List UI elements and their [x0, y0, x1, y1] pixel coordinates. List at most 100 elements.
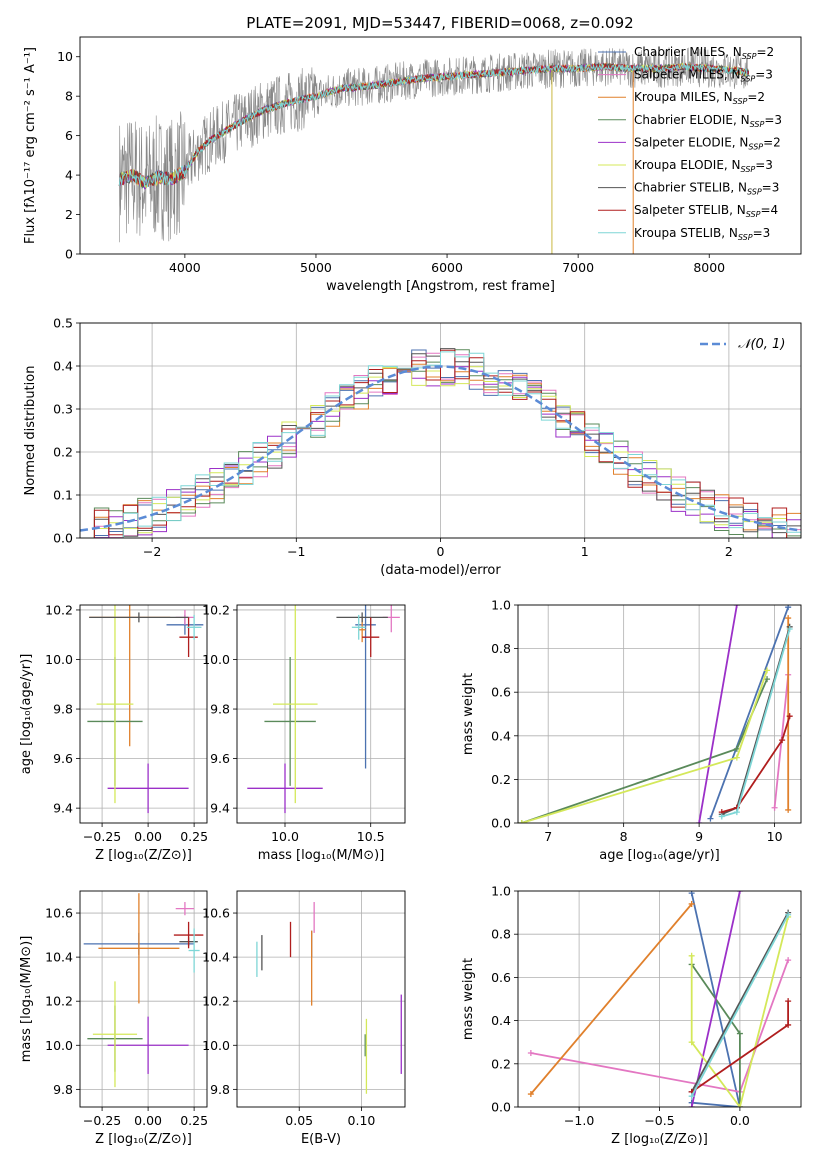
plot-area — [118, 47, 750, 254]
legend-sub: SSP — [742, 52, 757, 61]
x-axis-label: wavelength [Angstrom, rest frame] — [326, 279, 555, 294]
legend-label-kroupa_elodie: Kroupa ELODIE, NSSP=3 — [634, 158, 773, 174]
legend-suffix: =2 — [747, 90, 765, 104]
y-axis-label: mass weight — [461, 673, 476, 755]
series-marker-chabrier_elodie — [736, 1030, 743, 1037]
y-tick-label: 10.2 — [202, 602, 230, 617]
series-marker-salpeter_miles — [785, 957, 792, 964]
legend-suffix: =3 — [762, 181, 780, 195]
y-tick-label: 10.0 — [202, 1038, 230, 1053]
histogram-kroupa_stelib — [80, 351, 801, 538]
x-tick-label: 0.10 — [348, 1113, 376, 1128]
legend-sub: SSP — [741, 75, 756, 84]
series-marker-salpeter_stelib — [785, 1021, 792, 1028]
series-marker-salpeter_stelib — [785, 998, 792, 1005]
x-tick-label: 0.05 — [285, 1113, 313, 1128]
legend-sub: SSP — [741, 165, 756, 174]
legend-text: Chabrier MILES, N — [634, 45, 742, 59]
series-marker-salpeter_miles — [527, 1050, 534, 1056]
legend-text: Kroupa MILES, N — [634, 90, 733, 104]
y-tick-label: 0.8 — [491, 641, 511, 656]
legend-suffix: =3 — [755, 158, 773, 172]
panel-age_vs_mass: 10.0 10.5 9.4 9.6 9.8 10.0 10.2 mass [log₁₀(M/M… — [202, 602, 406, 863]
legend-label-kroupa_stelib: Kroupa STELIB, NSSP=3 — [634, 226, 770, 242]
y-tick-label: 0.6 — [491, 685, 511, 700]
y-tick-label: 4 — [65, 168, 73, 183]
legend-label-chabrier_stelib: Chabrier STELIB, NSSP=3 — [634, 181, 779, 197]
series-line-chabrier_miles — [690, 893, 741, 1107]
chart-title: PLATE=2091, MJD=53447, FIBERID=0068, z=0… — [246, 14, 633, 32]
x-tick-label: −0.25 — [83, 1113, 121, 1128]
x-tick-label: 6000 — [431, 260, 463, 275]
legend-text: Salpeter ELODIE, N — [634, 135, 748, 149]
series-line-chabrier_stelib — [690, 912, 789, 1093]
y-tick-label: 0.0 — [491, 1100, 511, 1115]
series-line-chabrier_miles — [709, 606, 790, 819]
x-tick-label: 0 — [437, 544, 445, 559]
y-tick-label: 0.4 — [491, 1013, 511, 1028]
plot-area — [80, 348, 801, 538]
y-tick-label: 10.6 — [45, 906, 73, 921]
y-tick-label: 1.0 — [491, 598, 511, 613]
y-tick-label: 0.0 — [53, 531, 73, 546]
x-axis-label: (data-model)/error — [380, 563, 501, 578]
y-tick-label: 9.8 — [53, 1082, 73, 1097]
x-tick-label: −1.0 — [564, 1113, 594, 1128]
series-line-chabrier_elodie — [690, 963, 741, 1107]
series-marker-kroupa_stelib — [786, 625, 793, 632]
x-tick-label: 10.5 — [357, 829, 385, 844]
x-tick-label: 0.0 — [730, 1113, 750, 1128]
y-axis-label: Normed distribution — [23, 366, 38, 496]
model-spectrum-kroupa_stelib — [118, 63, 749, 188]
legend-sub: SSP — [748, 142, 763, 151]
series-marker-chabrier_miles — [707, 815, 714, 822]
series-line-kroupa_stelib — [721, 628, 791, 818]
panel-mass_vs_Z: −0.25 0.00 0.25 9.8 10.0 10.2 10.4 10.6 Z [log₁₀… — [19, 890, 208, 1147]
y-tick-label: 10.6 — [202, 906, 230, 921]
axes-frame — [236, 890, 406, 1108]
series-line-salpeter_elodie — [698, 605, 738, 823]
legend-sub: SSP — [738, 233, 753, 242]
x-tick-label: −2 — [143, 544, 161, 559]
normal-curve-line — [80, 365, 801, 532]
series-marker-kroupa_elodie — [518, 820, 525, 823]
series-marker-salpeter_stelib — [786, 713, 793, 720]
series-marker-salpeter_elodie — [688, 1104, 695, 1107]
x-tick-label: −0.25 — [83, 829, 121, 844]
y-tick-label: 10.0 — [45, 1038, 73, 1053]
x-tick-label: −0.5 — [644, 1113, 674, 1128]
x-tick-label: 7000 — [562, 260, 594, 275]
x-tick-label: 0.00 — [134, 1113, 162, 1128]
legend-text: Salpeter STELIB, N — [634, 203, 746, 217]
x-axis-label: Z [log₁₀(Z/Z⊙)] — [611, 1132, 708, 1147]
legend-suffix: =3 — [755, 68, 773, 82]
y-tick-label: 0 — [65, 247, 73, 262]
series-marker-salpeter_elodie — [733, 605, 740, 608]
axes-frame — [79, 890, 208, 1108]
x-tick-label: 1 — [581, 544, 589, 559]
series-marker-kroupa_elodie — [688, 1039, 695, 1046]
series-marker-kroupa_stelib — [785, 911, 792, 918]
series-marker-kroupa_stelib — [688, 1093, 695, 1100]
panel-residuals: −2 −1 0 1 2 0.0 0.1 0.2 0.3 0.4 0.5 (data-model)/er… — [23, 316, 802, 578]
x-axis-label: Z [log₁₀(Z/Z⊙)] — [95, 848, 192, 863]
x-tick-label: 7 — [544, 829, 552, 844]
plot-area — [247, 605, 400, 814]
axes-frame — [79, 604, 208, 824]
legend-label-salpeter_elodie: Salpeter ELODIE, NSSP=2 — [634, 135, 781, 151]
panel-spectrum: 4000 5000 6000 7000 8000 0 2 4 6 8 10 wavelength [A… — [23, 14, 802, 294]
y-tick-label: 10.2 — [45, 994, 73, 1009]
series-marker-kroupa_elodie — [733, 754, 740, 761]
series-line-salpeter_elodie — [690, 891, 741, 1107]
axes-frame — [517, 604, 802, 824]
legend-label-kroupa_miles: Kroupa MILES, NSSP=2 — [634, 90, 765, 106]
axes-frame — [79, 322, 802, 539]
x-axis-label: E(B-V) — [301, 1132, 341, 1147]
legend-text: Kroupa ELODIE, N — [634, 158, 741, 172]
x-tick-label: 9 — [695, 829, 703, 844]
series-marker-kroupa_miles — [785, 806, 792, 813]
y-tick-label: 1.0 — [491, 884, 511, 899]
y-tick-label: 6 — [65, 128, 73, 143]
legend-sub: SSP — [750, 120, 765, 129]
series-marker-kroupa_elodie — [764, 667, 771, 674]
